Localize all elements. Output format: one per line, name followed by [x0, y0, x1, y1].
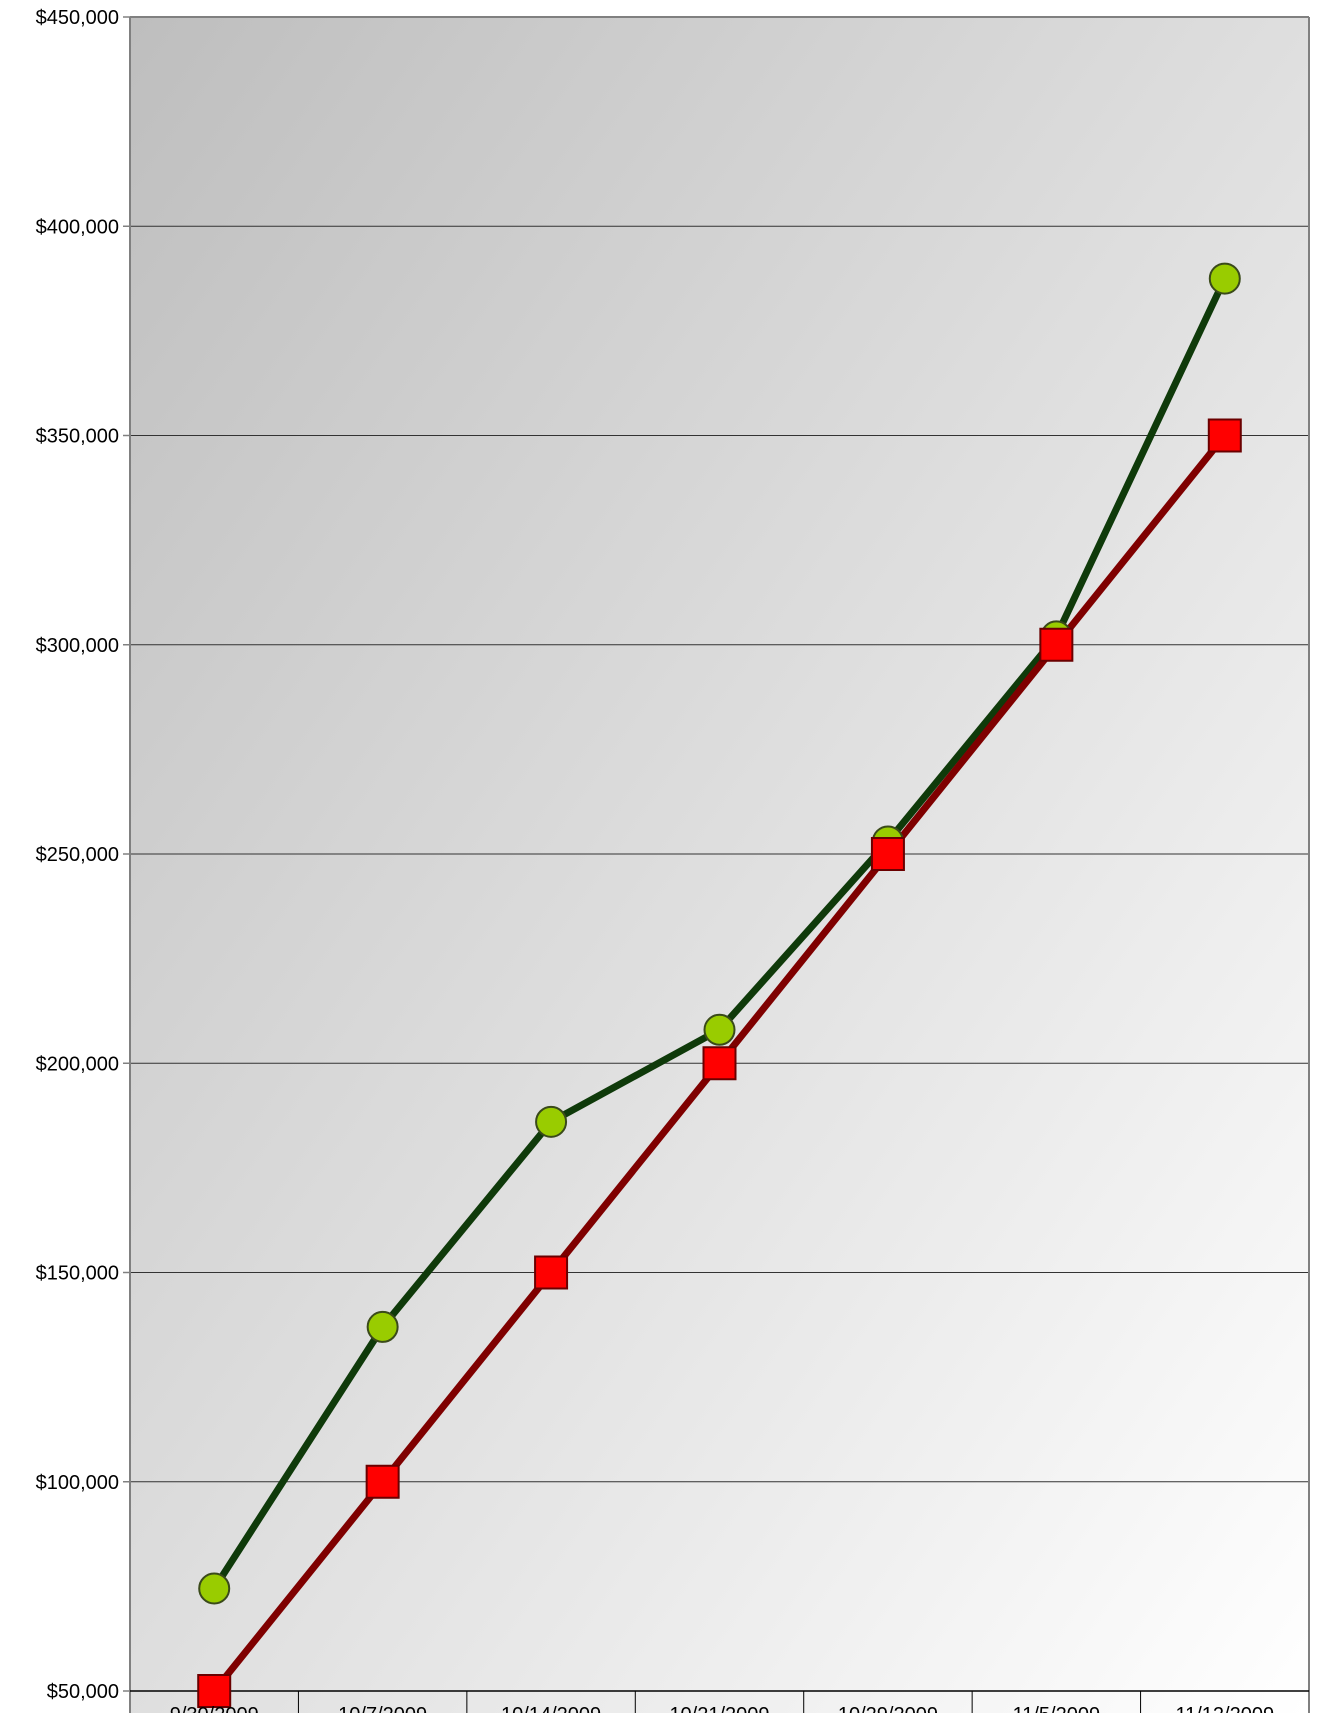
y-tick-label: $300,000	[36, 635, 119, 657]
y-tick-labels: $50,000 $100,000 $150,000 $200,000 $250,000 $…	[36, 7, 119, 1703]
y-tick-label: $200,000	[36, 1053, 119, 1075]
x-tick-label: 10/14/2009	[501, 1704, 601, 1713]
x-tick-label: 11/12/2009	[1175, 1704, 1274, 1713]
series-group	[197, 262, 1242, 1708]
x-tick-label: 9/30/2009	[170, 1704, 259, 1713]
plot-area-background	[130, 17, 1309, 1713]
axes	[123, 16, 1310, 1713]
series-1-point	[366, 1310, 399, 1343]
y-tick-label: $50,000	[47, 1681, 119, 1703]
series-1-point	[703, 1013, 736, 1046]
series-2-point	[1039, 627, 1074, 662]
series-1-point	[535, 1105, 568, 1138]
series-2-point	[365, 1464, 400, 1499]
series-2-point	[870, 837, 905, 871]
x-tick-label: 10/29/2009	[838, 1704, 938, 1713]
series-1-point	[198, 1572, 231, 1605]
series-2-point	[702, 1046, 737, 1081]
y-tick-label: $250,000	[36, 844, 119, 866]
y-tick-label: $100,000	[36, 1472, 119, 1494]
x-tick-label: 10/7/2009	[338, 1704, 427, 1713]
x-tick-label: 10/21/2009	[669, 1704, 769, 1713]
y-tick-label: $450,000	[36, 7, 119, 29]
series-2-point	[534, 1255, 569, 1290]
y-tick-label: $400,000	[36, 216, 119, 238]
y-tick-label: $350,000	[36, 426, 119, 448]
series-1-point	[1208, 262, 1241, 295]
series-2-point	[197, 1674, 232, 1708]
x-tick-label: 11/5/2009	[1013, 1704, 1101, 1713]
y-tick-label: $150,000	[36, 1263, 119, 1285]
series-2-point	[1207, 418, 1242, 453]
